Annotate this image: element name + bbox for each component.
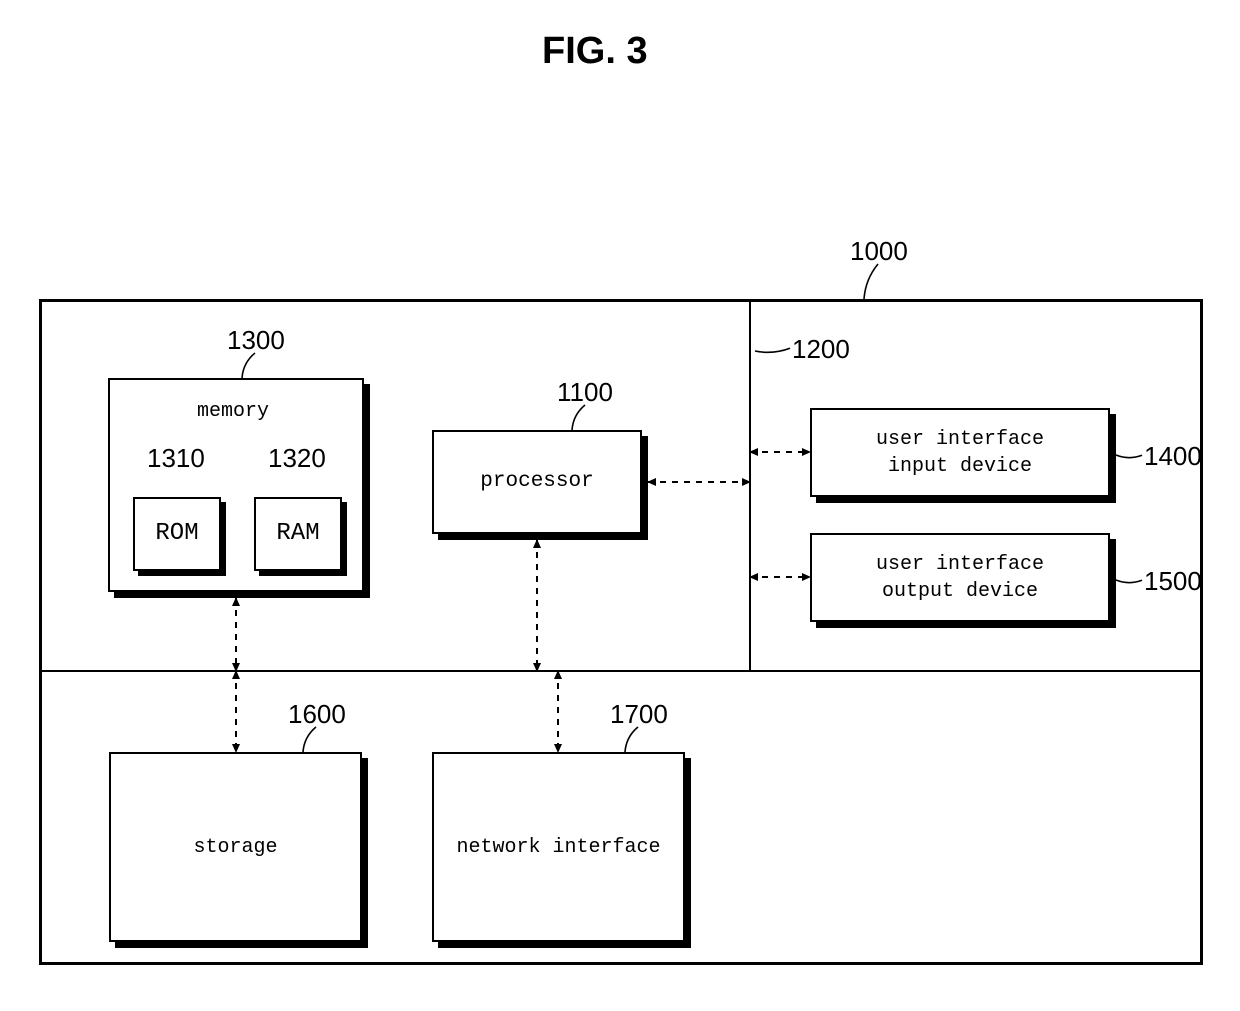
ui-input-label-line1: user interface	[876, 426, 1044, 453]
ref-1100: 1100	[557, 377, 613, 408]
ref-1600: 1600	[288, 699, 346, 730]
processor-box: processor	[432, 430, 642, 534]
processor-label: processor	[480, 468, 593, 496]
storage-label: storage	[193, 834, 277, 861]
ref-1400: 1400	[1144, 441, 1202, 472]
ui-output-label-line2: output device	[882, 578, 1038, 605]
rom-label: ROM	[155, 518, 198, 550]
ref-1310: 1310	[147, 443, 205, 474]
ui-input-box: user interface input device	[810, 408, 1110, 497]
ref-1300: 1300	[227, 325, 285, 356]
ref-1500: 1500	[1144, 566, 1202, 597]
ui-output-box: user interface output device	[810, 533, 1110, 622]
memory-label: memory	[197, 400, 269, 423]
network-box: network interface	[432, 752, 685, 942]
ref-1320: 1320	[268, 443, 326, 474]
ram-box: RAM	[254, 497, 342, 571]
ref-1000: 1000	[850, 236, 908, 267]
ref-1700: 1700	[610, 699, 668, 730]
ref-1200: 1200	[792, 334, 850, 365]
storage-box: storage	[109, 752, 362, 942]
network-label: network interface	[456, 834, 660, 861]
ram-label: RAM	[276, 518, 319, 550]
figure-stage: FIG. 3 memory ROM RAM processor user int…	[0, 0, 1240, 1011]
ui-output-label-line1: user interface	[876, 551, 1044, 578]
ui-input-label-line2: input device	[888, 453, 1032, 480]
rom-box: ROM	[133, 497, 221, 571]
